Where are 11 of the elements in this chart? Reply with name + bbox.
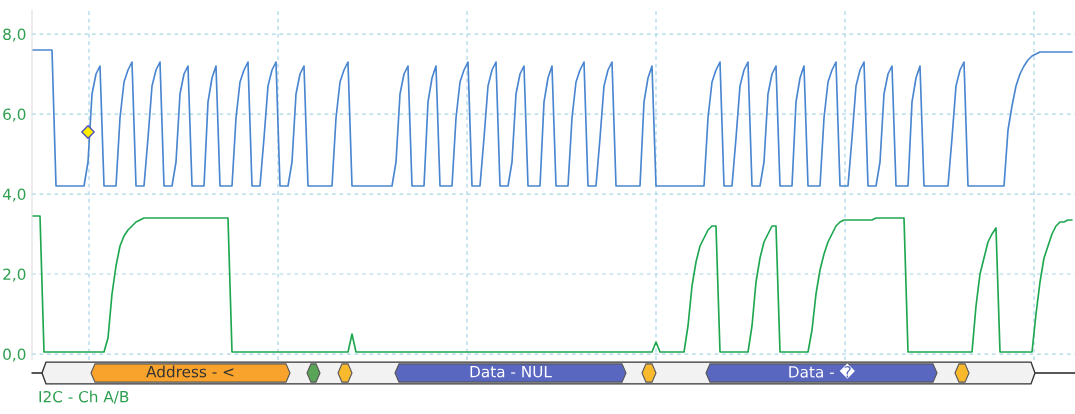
- text: Data - �: [789, 363, 855, 379]
- y-tick-label: 4,0: [2, 188, 26, 202]
- y-tick-label: 0,0: [3, 348, 26, 362]
- text: I2C - Ch A/B: [39, 390, 129, 404]
- y-tick-label: 6,0: [3, 108, 26, 122]
- y-tick-label: 2,0: [3, 268, 26, 282]
- line-series: [32, 215, 1073, 353]
- y-tick-label: 8,0: [3, 28, 26, 42]
- line-series: [32, 49, 1073, 187]
- text: Data - NUL: [470, 366, 552, 378]
- text: Address - <: [146, 365, 234, 378]
